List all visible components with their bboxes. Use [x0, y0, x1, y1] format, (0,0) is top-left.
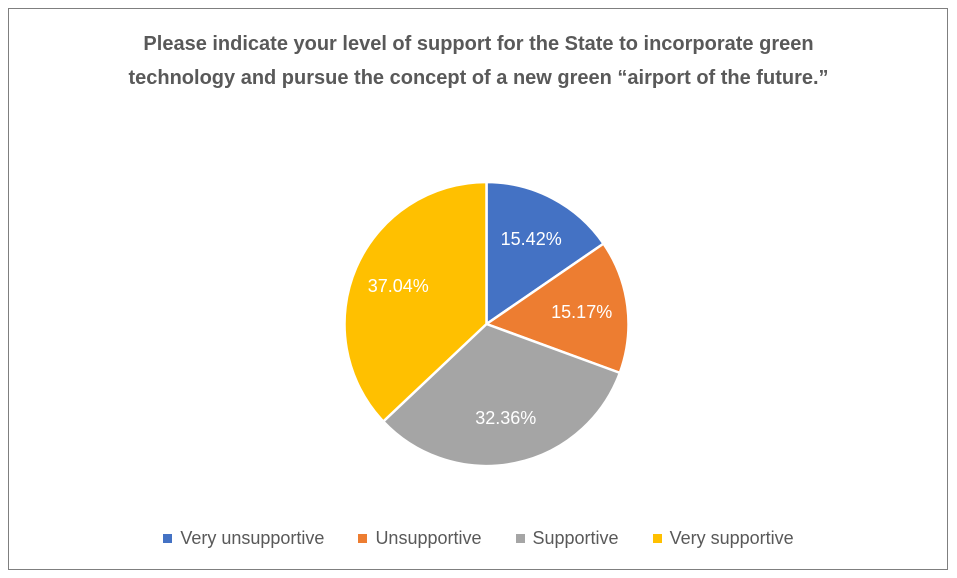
legend-label-unsupportive: Unsupportive — [375, 528, 482, 548]
legend-swatch-very-unsupportive — [163, 534, 173, 543]
data-label-supportive: 32.36% — [475, 408, 536, 428]
legend-swatch-unsupportive — [358, 534, 368, 543]
chart-title: Please indicate your level of support fo… — [128, 33, 829, 89]
pie-labels: 15.42% 15.17% 32.36% 37.04% — [368, 229, 612, 428]
legend: Very unsupportive Unsupportive Supportiv… — [0, 528, 957, 549]
legend-label-very-supportive: Very supportive — [669, 528, 794, 548]
pie-slice-supportive — [382, 322, 622, 468]
pie-slices — [343, 180, 630, 468]
data-label-very-supportive: 37.04% — [368, 276, 429, 296]
legend-label-supportive: Supportive — [532, 528, 619, 548]
legend-item-unsupportive: Unsupportive — [358, 528, 482, 549]
pie-slice-unsupportive — [485, 242, 630, 375]
legend-label-very-unsupportive: Very unsupportive — [180, 528, 325, 548]
pie-slice-very-unsupportive — [485, 180, 605, 326]
legend-item-supportive: Supportive — [515, 528, 619, 549]
legend-item-very-unsupportive: Very unsupportive — [163, 528, 324, 549]
pie-slice-very-supportive — [343, 180, 488, 423]
legend-swatch-very-supportive — [652, 534, 662, 543]
data-label-very-unsupportive: 15.42% — [501, 229, 562, 249]
legend-swatch-supportive — [515, 534, 525, 543]
data-label-unsupportive: 15.17% — [551, 302, 612, 322]
legend-item-very-supportive: Very supportive — [652, 528, 794, 549]
